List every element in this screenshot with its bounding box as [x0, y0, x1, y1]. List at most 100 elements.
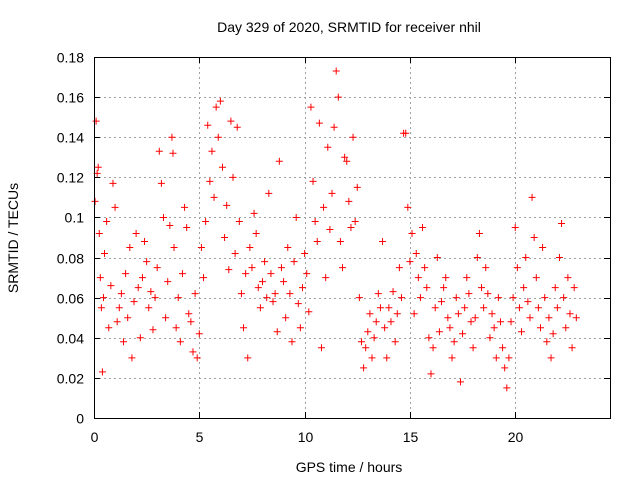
data-point	[515, 304, 523, 312]
data-point	[469, 344, 477, 352]
y-tick-label: 0.08	[57, 251, 84, 267]
data-point	[313, 238, 321, 246]
data-point	[105, 324, 113, 332]
data-point	[233, 123, 241, 131]
data-point	[558, 219, 566, 227]
data-point	[210, 193, 218, 201]
data-point	[286, 290, 294, 298]
data-point	[507, 318, 515, 326]
data-point	[170, 244, 178, 252]
data-point	[185, 310, 193, 318]
data-point	[277, 264, 285, 272]
data-point	[124, 314, 132, 322]
data-point	[237, 290, 245, 298]
data-point	[307, 103, 315, 111]
data-point	[126, 244, 134, 252]
data-points	[91, 67, 580, 392]
data-point	[235, 217, 243, 225]
data-point	[438, 298, 446, 306]
data-point	[459, 330, 467, 338]
data-point	[406, 258, 414, 266]
data-point	[282, 314, 290, 322]
data-point	[134, 284, 142, 292]
tick-labels: 0 0.02 0.04 0.06 0.08 0.1 0.12 0.14 0.16 0.18 0 5 10…	[57, 50, 524, 446]
data-point	[334, 93, 342, 101]
data-point	[216, 97, 224, 105]
data-point	[299, 284, 307, 292]
data-point	[322, 274, 330, 282]
y-tick-label: 0.04	[57, 331, 84, 347]
data-point	[97, 304, 105, 312]
data-point	[351, 217, 359, 225]
data-point	[564, 274, 572, 282]
data-point	[290, 258, 298, 266]
data-point	[511, 223, 519, 231]
data-point	[410, 310, 418, 318]
data-point	[357, 338, 365, 346]
data-point	[545, 314, 553, 322]
data-point	[94, 163, 102, 171]
data-point	[547, 354, 555, 362]
data-point	[305, 308, 313, 316]
x-tick-label: 5	[196, 429, 204, 445]
data-point	[555, 254, 563, 262]
data-point	[147, 288, 155, 296]
data-point	[151, 294, 159, 302]
data-point	[160, 213, 168, 221]
data-point	[218, 163, 226, 171]
data-point	[284, 244, 292, 252]
data-point	[433, 254, 441, 262]
y-tick-label: 0.12	[57, 170, 84, 186]
data-point	[336, 238, 344, 246]
data-point	[95, 229, 103, 237]
data-point	[488, 310, 496, 318]
data-point	[501, 364, 509, 372]
data-point	[499, 344, 507, 352]
data-point	[208, 147, 216, 155]
data-point	[296, 324, 304, 332]
data-point	[408, 229, 416, 237]
data-point	[566, 310, 574, 318]
data-point	[486, 334, 494, 342]
data-point	[450, 338, 458, 346]
data-point	[111, 203, 119, 211]
data-point	[444, 314, 452, 322]
data-point	[191, 290, 199, 298]
data-point	[202, 217, 210, 225]
data-point	[197, 244, 205, 252]
data-point	[572, 314, 580, 322]
data-point	[431, 304, 439, 312]
data-point	[96, 274, 104, 282]
data-point	[475, 229, 483, 237]
data-point	[155, 147, 163, 155]
data-point	[103, 217, 111, 225]
data-point	[254, 284, 262, 292]
data-point	[440, 284, 448, 292]
data-point	[425, 334, 433, 342]
data-point	[473, 254, 481, 262]
data-point	[166, 221, 174, 229]
data-point	[395, 264, 403, 272]
data-point	[355, 294, 363, 302]
data-point	[122, 270, 130, 278]
chart-title: Day 329 of 2020, SRMTID for receiver nhi…	[217, 19, 481, 35]
data-point	[478, 284, 486, 292]
data-point	[261, 258, 269, 266]
data-point	[214, 133, 222, 141]
data-point	[212, 103, 220, 111]
data-point	[130, 298, 138, 306]
data-point	[309, 177, 317, 185]
data-point	[381, 324, 389, 332]
data-point	[429, 344, 437, 352]
data-point	[364, 328, 372, 336]
data-point	[490, 324, 498, 332]
data-point	[275, 157, 283, 165]
y-tick-label: 0.06	[57, 291, 84, 307]
data-point	[562, 324, 570, 332]
data-point	[391, 338, 399, 346]
data-point	[303, 270, 311, 278]
data-point	[328, 189, 336, 197]
data-point	[181, 203, 189, 211]
data-point	[509, 294, 517, 302]
